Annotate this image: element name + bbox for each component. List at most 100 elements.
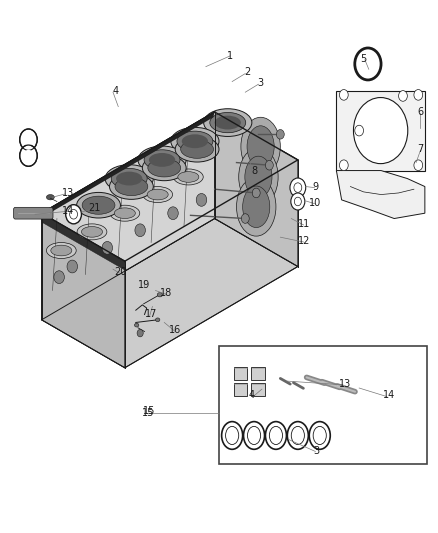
Ellipse shape bbox=[222, 422, 243, 449]
Circle shape bbox=[67, 260, 78, 273]
Text: 3: 3 bbox=[313, 447, 319, 456]
FancyBboxPatch shape bbox=[251, 367, 265, 380]
Circle shape bbox=[414, 160, 423, 171]
Ellipse shape bbox=[46, 243, 76, 259]
Text: 12: 12 bbox=[298, 236, 311, 246]
Text: 11: 11 bbox=[298, 219, 311, 229]
Circle shape bbox=[276, 130, 284, 139]
Ellipse shape bbox=[143, 187, 173, 203]
Ellipse shape bbox=[215, 116, 241, 130]
FancyBboxPatch shape bbox=[234, 383, 247, 396]
Polygon shape bbox=[336, 91, 425, 171]
Ellipse shape bbox=[239, 148, 278, 206]
Text: 4: 4 bbox=[249, 391, 255, 400]
Text: 21: 21 bbox=[88, 203, 100, 213]
Polygon shape bbox=[40, 112, 215, 219]
Circle shape bbox=[102, 241, 113, 254]
Ellipse shape bbox=[155, 318, 160, 321]
Polygon shape bbox=[215, 112, 298, 266]
Ellipse shape bbox=[110, 174, 153, 199]
Text: 16: 16 bbox=[169, 326, 181, 335]
Ellipse shape bbox=[148, 159, 180, 177]
Circle shape bbox=[20, 129, 37, 150]
Ellipse shape bbox=[157, 293, 162, 297]
Polygon shape bbox=[336, 171, 425, 219]
FancyBboxPatch shape bbox=[14, 207, 53, 219]
Circle shape bbox=[414, 90, 423, 100]
Polygon shape bbox=[42, 213, 126, 271]
Circle shape bbox=[135, 224, 145, 237]
Ellipse shape bbox=[178, 172, 199, 182]
Ellipse shape bbox=[51, 245, 72, 256]
Ellipse shape bbox=[77, 224, 107, 240]
Text: 8: 8 bbox=[251, 166, 257, 175]
FancyBboxPatch shape bbox=[251, 383, 265, 396]
Ellipse shape bbox=[177, 131, 213, 151]
Ellipse shape bbox=[241, 117, 280, 176]
Text: 7: 7 bbox=[417, 144, 424, 154]
Ellipse shape bbox=[313, 426, 326, 445]
Ellipse shape bbox=[116, 172, 142, 185]
Circle shape bbox=[355, 125, 364, 136]
Ellipse shape bbox=[138, 146, 186, 174]
Text: 14: 14 bbox=[62, 206, 74, 215]
Circle shape bbox=[339, 90, 348, 100]
Polygon shape bbox=[42, 112, 215, 320]
Text: 5: 5 bbox=[360, 54, 367, 63]
Text: 13: 13 bbox=[339, 379, 351, 389]
Circle shape bbox=[290, 178, 306, 197]
Circle shape bbox=[66, 205, 81, 224]
Ellipse shape bbox=[245, 156, 272, 198]
Circle shape bbox=[265, 160, 273, 170]
Circle shape bbox=[137, 329, 143, 337]
Ellipse shape bbox=[226, 426, 239, 445]
Text: 18: 18 bbox=[160, 288, 173, 298]
Ellipse shape bbox=[114, 208, 135, 219]
Circle shape bbox=[361, 55, 375, 72]
Circle shape bbox=[20, 145, 37, 166]
Ellipse shape bbox=[265, 422, 286, 449]
Ellipse shape bbox=[182, 134, 208, 148]
Polygon shape bbox=[42, 112, 298, 261]
Circle shape bbox=[241, 214, 249, 223]
Circle shape bbox=[54, 271, 64, 284]
Text: 14: 14 bbox=[383, 391, 395, 400]
Ellipse shape bbox=[175, 136, 219, 162]
Circle shape bbox=[70, 209, 78, 219]
Text: 15: 15 bbox=[143, 407, 155, 416]
Ellipse shape bbox=[149, 153, 175, 167]
Ellipse shape bbox=[77, 192, 120, 218]
Ellipse shape bbox=[204, 109, 252, 136]
Ellipse shape bbox=[243, 186, 270, 228]
Circle shape bbox=[291, 193, 305, 210]
Ellipse shape bbox=[180, 140, 214, 158]
Ellipse shape bbox=[142, 155, 186, 181]
Text: 20: 20 bbox=[114, 267, 127, 277]
Ellipse shape bbox=[247, 126, 274, 167]
Ellipse shape bbox=[110, 205, 140, 221]
Ellipse shape bbox=[147, 189, 168, 200]
Ellipse shape bbox=[111, 168, 147, 189]
Circle shape bbox=[399, 91, 407, 101]
Text: 3: 3 bbox=[258, 78, 264, 87]
Text: 15: 15 bbox=[142, 408, 154, 417]
FancyBboxPatch shape bbox=[234, 367, 247, 380]
Circle shape bbox=[353, 98, 408, 164]
Circle shape bbox=[339, 160, 348, 171]
Text: 2: 2 bbox=[244, 67, 251, 77]
FancyBboxPatch shape bbox=[219, 346, 427, 464]
Ellipse shape bbox=[82, 196, 115, 214]
Text: 1: 1 bbox=[227, 51, 233, 61]
Text: 4: 4 bbox=[113, 86, 119, 95]
Ellipse shape bbox=[115, 177, 148, 196]
Ellipse shape bbox=[105, 165, 153, 192]
Text: 6: 6 bbox=[417, 107, 424, 117]
Ellipse shape bbox=[287, 422, 308, 449]
Circle shape bbox=[168, 207, 178, 220]
Text: 17: 17 bbox=[145, 310, 157, 319]
Circle shape bbox=[196, 193, 207, 206]
Circle shape bbox=[24, 150, 33, 161]
Ellipse shape bbox=[244, 422, 265, 449]
Ellipse shape bbox=[171, 127, 219, 155]
Text: 19: 19 bbox=[138, 280, 151, 290]
